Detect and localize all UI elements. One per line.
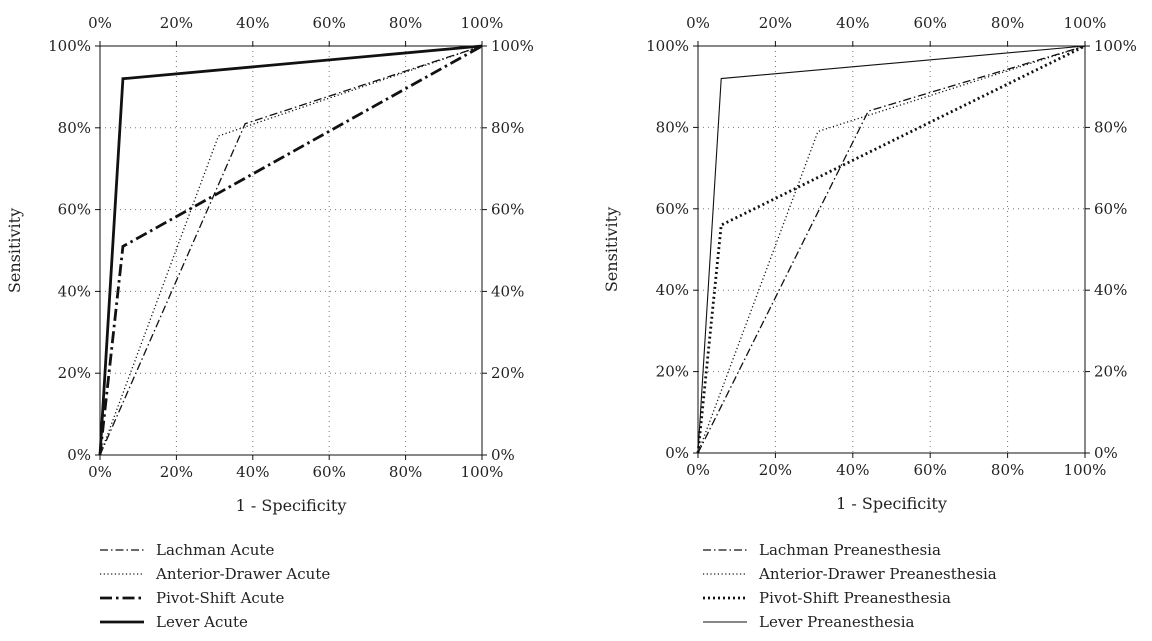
legend-label: Lachman Preanesthesia	[759, 541, 941, 559]
y-tick-label-right: 0%	[1094, 444, 1118, 462]
x-tick-label-top: 80%	[389, 14, 422, 32]
series-line	[98, 44, 483, 456]
x-tick-label-top: 40%	[236, 14, 269, 32]
y-axis-title: Sensitivity	[5, 208, 24, 293]
legend-label: Pivot-Shift Preanesthesia	[759, 589, 951, 607]
legend-label: Lever Acute	[156, 613, 248, 631]
series-line	[99, 45, 483, 456]
legend-label: Lever Preanesthesia	[759, 613, 915, 631]
x-tick-label-bottom: 20%	[160, 463, 193, 481]
x-tick-label-top: 20%	[160, 14, 193, 32]
x-tick-label-top: 60%	[313, 14, 346, 32]
y-tick-label-right: 100%	[1094, 37, 1137, 55]
y-tick-label-right: 20%	[1094, 363, 1127, 381]
y-tick-label-right: 60%	[1094, 200, 1127, 218]
y-tick-label-left: 0%	[665, 444, 689, 462]
x-tick-label-bottom: 40%	[836, 461, 869, 479]
x-axis-title: 1 - Specificity	[236, 496, 347, 515]
x-tick-label-bottom: 0%	[88, 463, 112, 481]
y-tick-label-right: 80%	[1094, 118, 1127, 136]
series-line	[696, 44, 1086, 454]
series-line	[697, 45, 1086, 454]
x-tick-label-top: 80%	[991, 14, 1024, 32]
legend-label: Pivot-Shift Acute	[156, 589, 284, 607]
y-tick-label-left: 60%	[58, 201, 91, 219]
series-line	[697, 45, 1086, 454]
x-tick-label-bottom: 100%	[461, 463, 504, 481]
chart-left: 0%0%0% 0%20%20%20% 20%40%40%40% 40%60%60%60…	[5, 14, 534, 631]
y-tick-label-right: 0%	[491, 446, 515, 464]
series-line	[99, 45, 483, 456]
series-line	[697, 45, 1086, 454]
y-tick-label-left: 0%	[67, 446, 91, 464]
x-tick-label-bottom: 60%	[313, 463, 346, 481]
y-tick-label-right: 40%	[1094, 281, 1127, 299]
y-tick-label-right: 80%	[491, 119, 524, 137]
y-tick-label-right: 100%	[491, 37, 534, 55]
x-tick-label-top: 40%	[836, 14, 869, 32]
y-tick-label-left: 80%	[58, 119, 91, 137]
x-tick-label-top: 60%	[914, 14, 947, 32]
x-tick-label-top: 0%	[686, 14, 710, 32]
x-tick-label-top: 100%	[461, 14, 504, 32]
y-tick-label-left: 20%	[656, 363, 689, 381]
y-tick-label-left: 60%	[656, 200, 689, 218]
x-tick-label-bottom: 80%	[389, 463, 422, 481]
y-tick-label-left: 100%	[48, 37, 91, 55]
x-tick-label-top: 20%	[759, 14, 792, 32]
y-axis-title: Sensitivity	[602, 207, 621, 292]
series-line	[98, 44, 483, 456]
x-tick-label-top: 0%	[88, 14, 112, 32]
legend-label: Anterior-Drawer Preanesthesia	[758, 565, 997, 583]
x-tick-label-bottom: 100%	[1064, 461, 1107, 479]
y-tick-label-left: 20%	[58, 364, 91, 382]
legend-label: Anterior-Drawer Acute	[155, 565, 330, 583]
x-tick-label-bottom: 80%	[991, 461, 1024, 479]
x-tick-label-bottom: 60%	[914, 461, 947, 479]
x-tick-label-bottom: 0%	[686, 461, 710, 479]
y-tick-label-left: 40%	[58, 282, 91, 300]
y-tick-label-left: 80%	[656, 118, 689, 136]
y-tick-label-left: 40%	[656, 281, 689, 299]
x-tick-label-top: 100%	[1064, 14, 1107, 32]
x-axis-title: 1 - Specificity	[836, 494, 947, 513]
y-tick-label-right: 60%	[491, 201, 524, 219]
chart-right: 0%0%0% 0%20%20%20% 20%40%40%40% 40%60%60%60…	[602, 14, 1137, 631]
y-tick-label-left: 100%	[646, 37, 689, 55]
x-tick-label-bottom: 20%	[759, 461, 792, 479]
y-tick-label-right: 20%	[491, 364, 524, 382]
y-tick-label-right: 40%	[491, 282, 524, 300]
x-tick-label-bottom: 40%	[236, 463, 269, 481]
legend-label: Lachman Acute	[156, 541, 274, 559]
